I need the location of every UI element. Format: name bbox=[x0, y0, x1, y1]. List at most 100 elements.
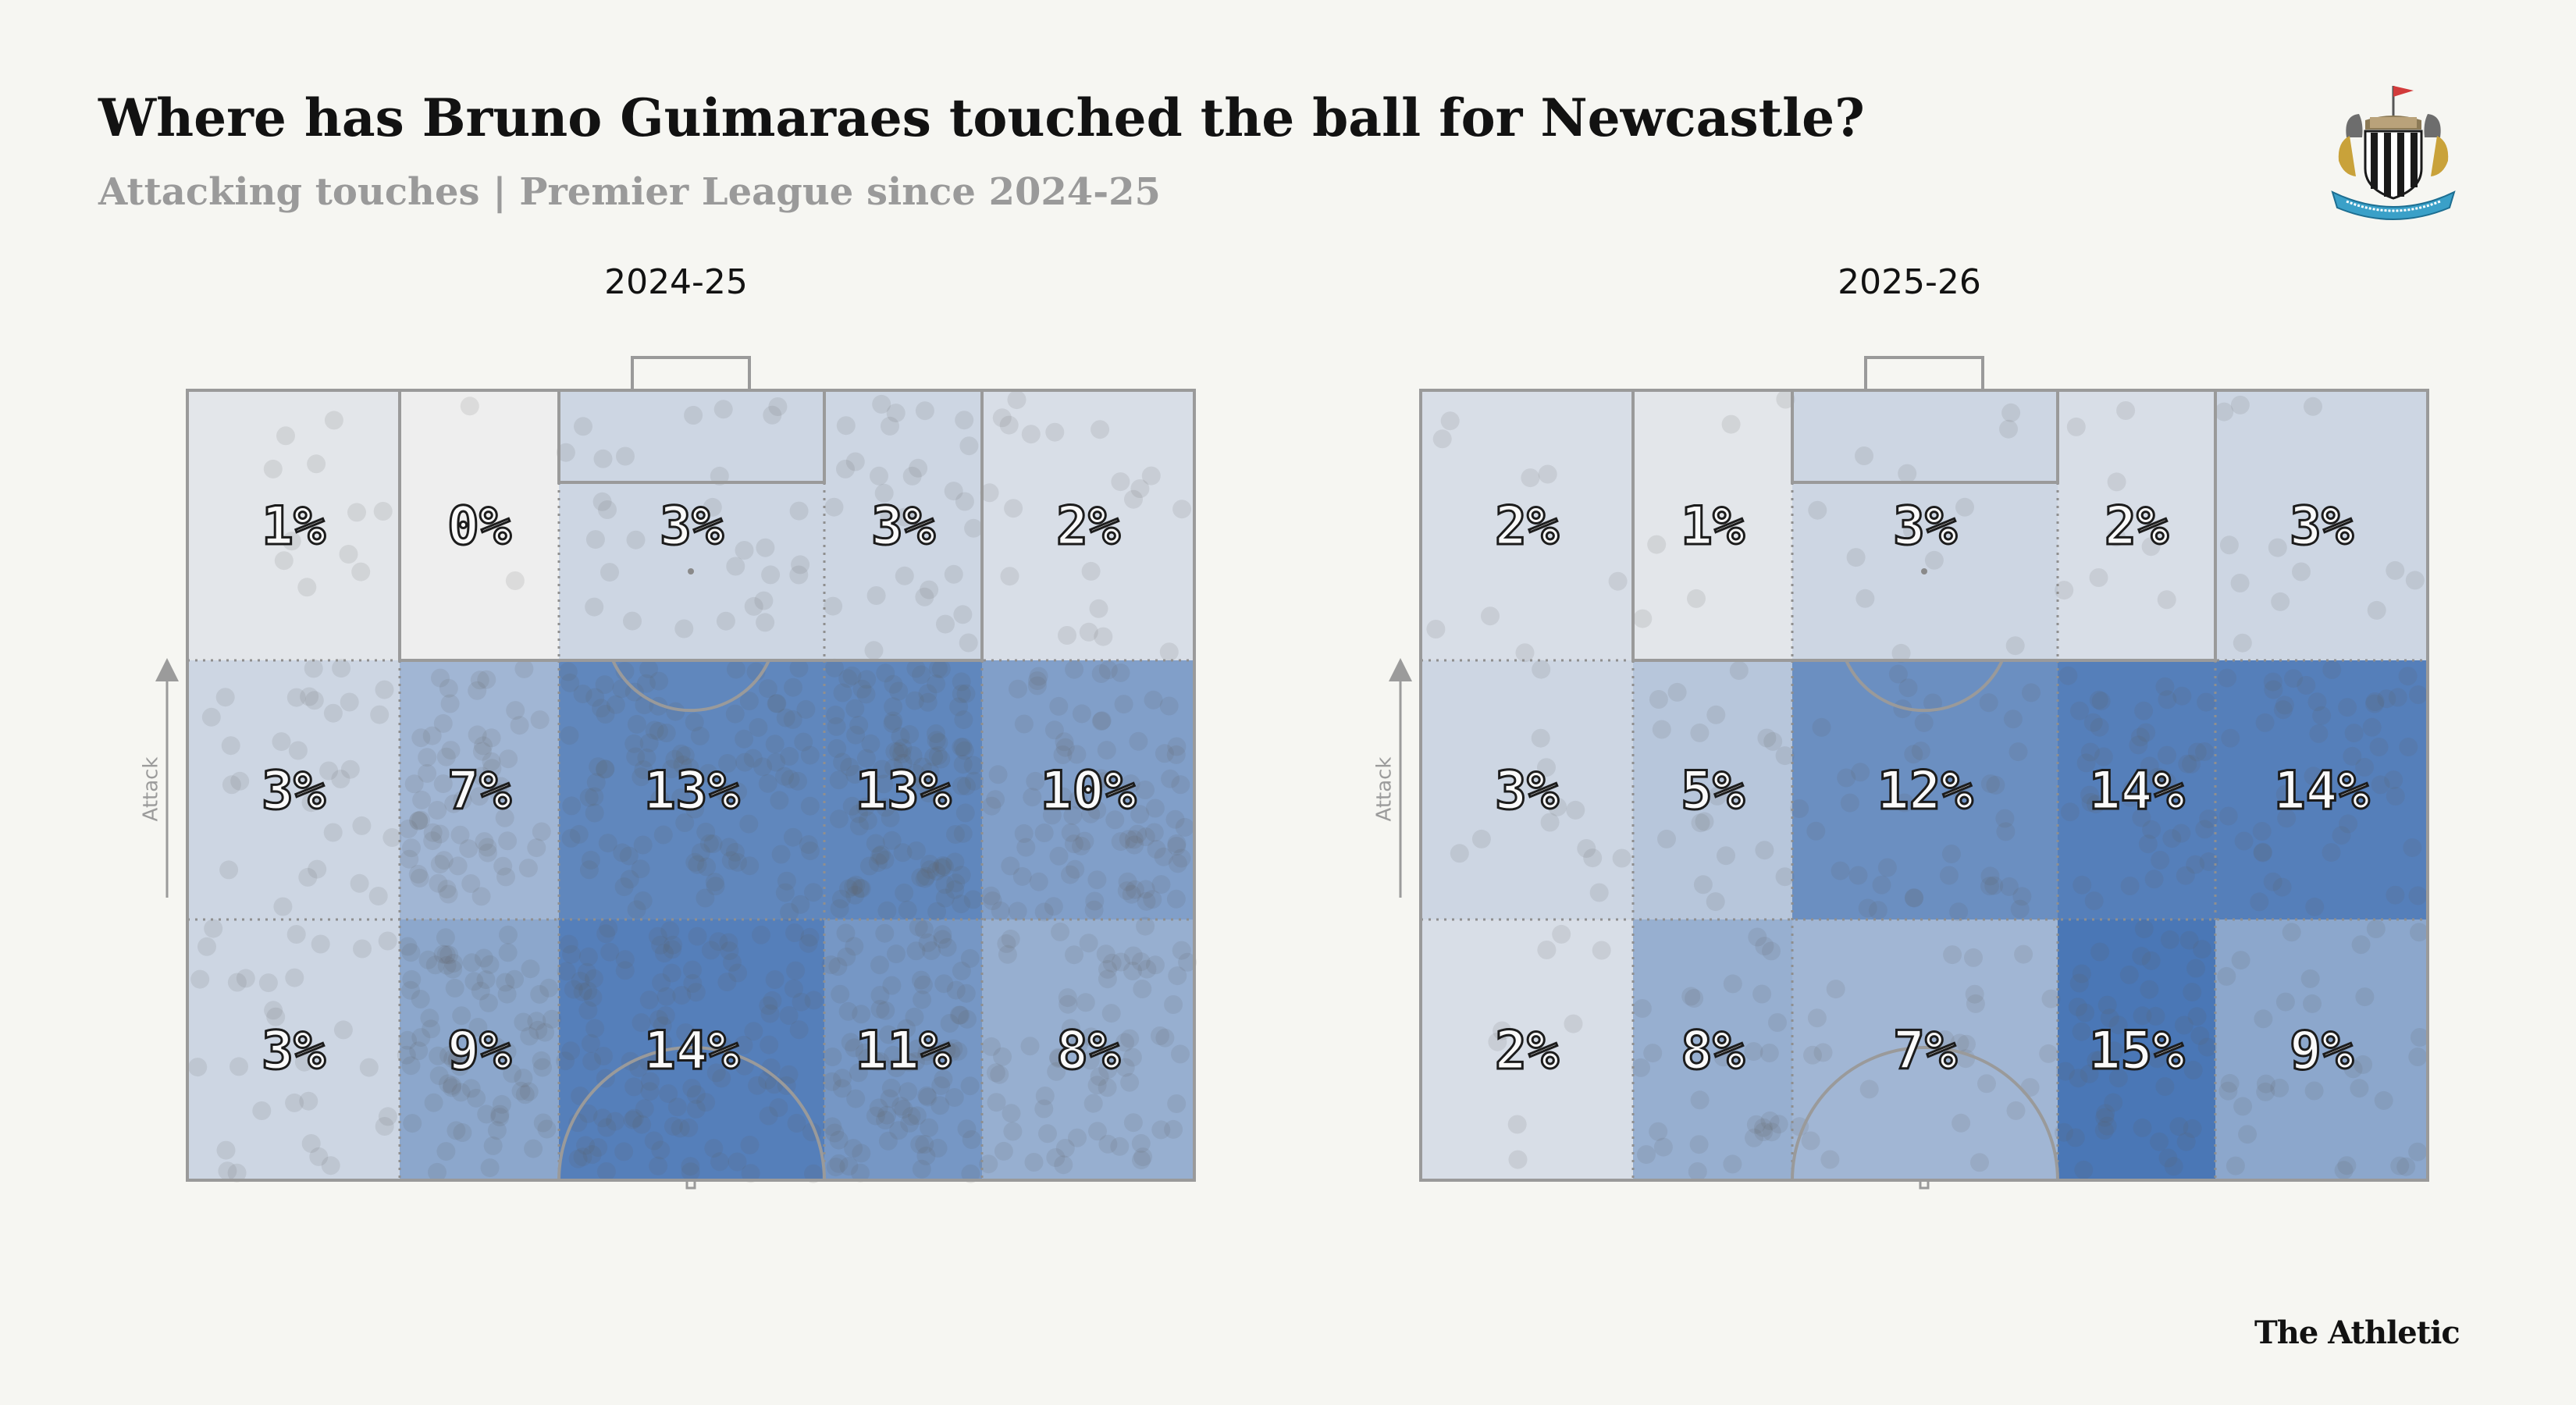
touch-dot bbox=[1898, 464, 1917, 483]
touch-dot bbox=[645, 720, 664, 740]
touch-dot bbox=[197, 937, 216, 956]
touch-dot bbox=[839, 1157, 859, 1176]
heatmap-cell bbox=[1633, 660, 1792, 919]
touch-dot bbox=[2371, 775, 2390, 795]
touch-dot bbox=[2090, 1050, 2110, 1069]
touch-dot bbox=[1044, 897, 1063, 916]
touch-dot bbox=[561, 828, 581, 848]
touch-dot bbox=[470, 787, 489, 806]
touch-dot bbox=[560, 673, 580, 692]
touch-dot bbox=[1667, 682, 1687, 702]
touch-dot bbox=[1055, 1139, 1075, 1158]
heatmap-cell bbox=[2058, 660, 2215, 919]
touch-dot bbox=[2303, 994, 2322, 1013]
touch-dot bbox=[483, 1136, 503, 1155]
touch-dot bbox=[849, 716, 869, 735]
touch-dot bbox=[649, 1156, 668, 1176]
heatmap-cell bbox=[2058, 919, 2215, 1180]
touch-dot bbox=[855, 1043, 874, 1062]
touch-dot bbox=[779, 1006, 799, 1025]
touch-dot bbox=[1952, 1113, 1971, 1133]
touch-dot bbox=[652, 973, 671, 992]
touch-dot bbox=[986, 1063, 1005, 1083]
touch-dot bbox=[1045, 422, 1065, 442]
touch-dot bbox=[1098, 969, 1117, 989]
touch-dot bbox=[585, 803, 604, 823]
touch-dot bbox=[910, 1135, 930, 1154]
penalty-box bbox=[1631, 390, 2217, 662]
touch-dot bbox=[1481, 606, 1500, 626]
touch-dot bbox=[422, 726, 442, 745]
touch-dot bbox=[578, 947, 598, 966]
touch-dot bbox=[592, 492, 612, 511]
touch-dot bbox=[699, 763, 718, 783]
touch-dot bbox=[606, 1112, 624, 1131]
touch-dot bbox=[844, 877, 863, 896]
touch-dot bbox=[308, 859, 327, 879]
touch-dot bbox=[1803, 1045, 1822, 1065]
touch-dot bbox=[340, 692, 359, 712]
touch-dot bbox=[227, 973, 247, 992]
touch-dot bbox=[913, 757, 932, 777]
touch-dot bbox=[955, 411, 974, 430]
touch-dot bbox=[1004, 499, 1023, 518]
touch-dot bbox=[955, 492, 974, 511]
touch-dot bbox=[480, 955, 500, 974]
percentage-label: 14% bbox=[2089, 760, 2185, 822]
touch-dot bbox=[2107, 528, 2126, 547]
touch-dot bbox=[936, 614, 955, 634]
touch-dot bbox=[856, 749, 876, 768]
touch-dot bbox=[914, 773, 934, 792]
heatmap-cell bbox=[2215, 919, 2428, 1180]
touch-dot bbox=[593, 1108, 612, 1128]
touch-dot bbox=[956, 777, 976, 796]
percentage-label: 14% bbox=[2274, 760, 2370, 822]
touch-dots bbox=[1426, 389, 2429, 1181]
touch-dot bbox=[726, 660, 745, 679]
touch-dot bbox=[599, 919, 618, 938]
touch-dot bbox=[691, 843, 710, 863]
touch-dot bbox=[648, 1050, 667, 1069]
percentage-label: 5% bbox=[1681, 760, 1745, 822]
touch-dot bbox=[471, 887, 491, 906]
touch-dot bbox=[1768, 1013, 1787, 1032]
touch-dot bbox=[1979, 693, 1998, 713]
touch-dot bbox=[1068, 1128, 1087, 1147]
touch-dot bbox=[900, 1113, 920, 1133]
touch-dot bbox=[459, 839, 479, 859]
touch-dot bbox=[2369, 738, 2389, 756]
touch-dot bbox=[2408, 1048, 2428, 1066]
touch-dot bbox=[304, 691, 324, 710]
touch-dot bbox=[258, 973, 278, 993]
touch-dot bbox=[2055, 1062, 2075, 1081]
touch-dot bbox=[2178, 754, 2197, 774]
touch-dot bbox=[918, 684, 938, 703]
touch-dot bbox=[870, 999, 890, 1019]
touch-dot bbox=[568, 1149, 588, 1168]
touch-dot bbox=[451, 1083, 471, 1102]
touch-dot bbox=[1955, 497, 1974, 517]
touch-dot bbox=[841, 1033, 860, 1052]
touch-dot bbox=[804, 991, 824, 1010]
touch-dot bbox=[990, 1065, 1009, 1084]
touch-dot bbox=[1775, 746, 1795, 766]
touch-dot bbox=[951, 1005, 970, 1025]
touch-dot bbox=[332, 659, 351, 678]
touch-dot bbox=[639, 660, 659, 678]
touch-dot bbox=[920, 855, 939, 873]
percentage-label: 9% bbox=[447, 1020, 511, 1082]
touch-dot bbox=[696, 1093, 716, 1112]
touch-dot bbox=[464, 972, 484, 991]
touch-dot bbox=[884, 758, 904, 777]
touch-dot bbox=[2074, 1160, 2094, 1179]
touch-dot bbox=[311, 934, 330, 954]
touch-dot bbox=[569, 824, 589, 844]
touch-dot bbox=[579, 860, 599, 880]
touch-dot bbox=[895, 507, 914, 527]
touch-dot bbox=[761, 565, 781, 585]
touch-dot bbox=[425, 955, 445, 975]
touch-dot bbox=[398, 1030, 418, 1050]
touch-dot bbox=[949, 1005, 969, 1025]
touch-dot bbox=[1069, 1035, 1088, 1055]
touch-dot bbox=[632, 767, 651, 787]
